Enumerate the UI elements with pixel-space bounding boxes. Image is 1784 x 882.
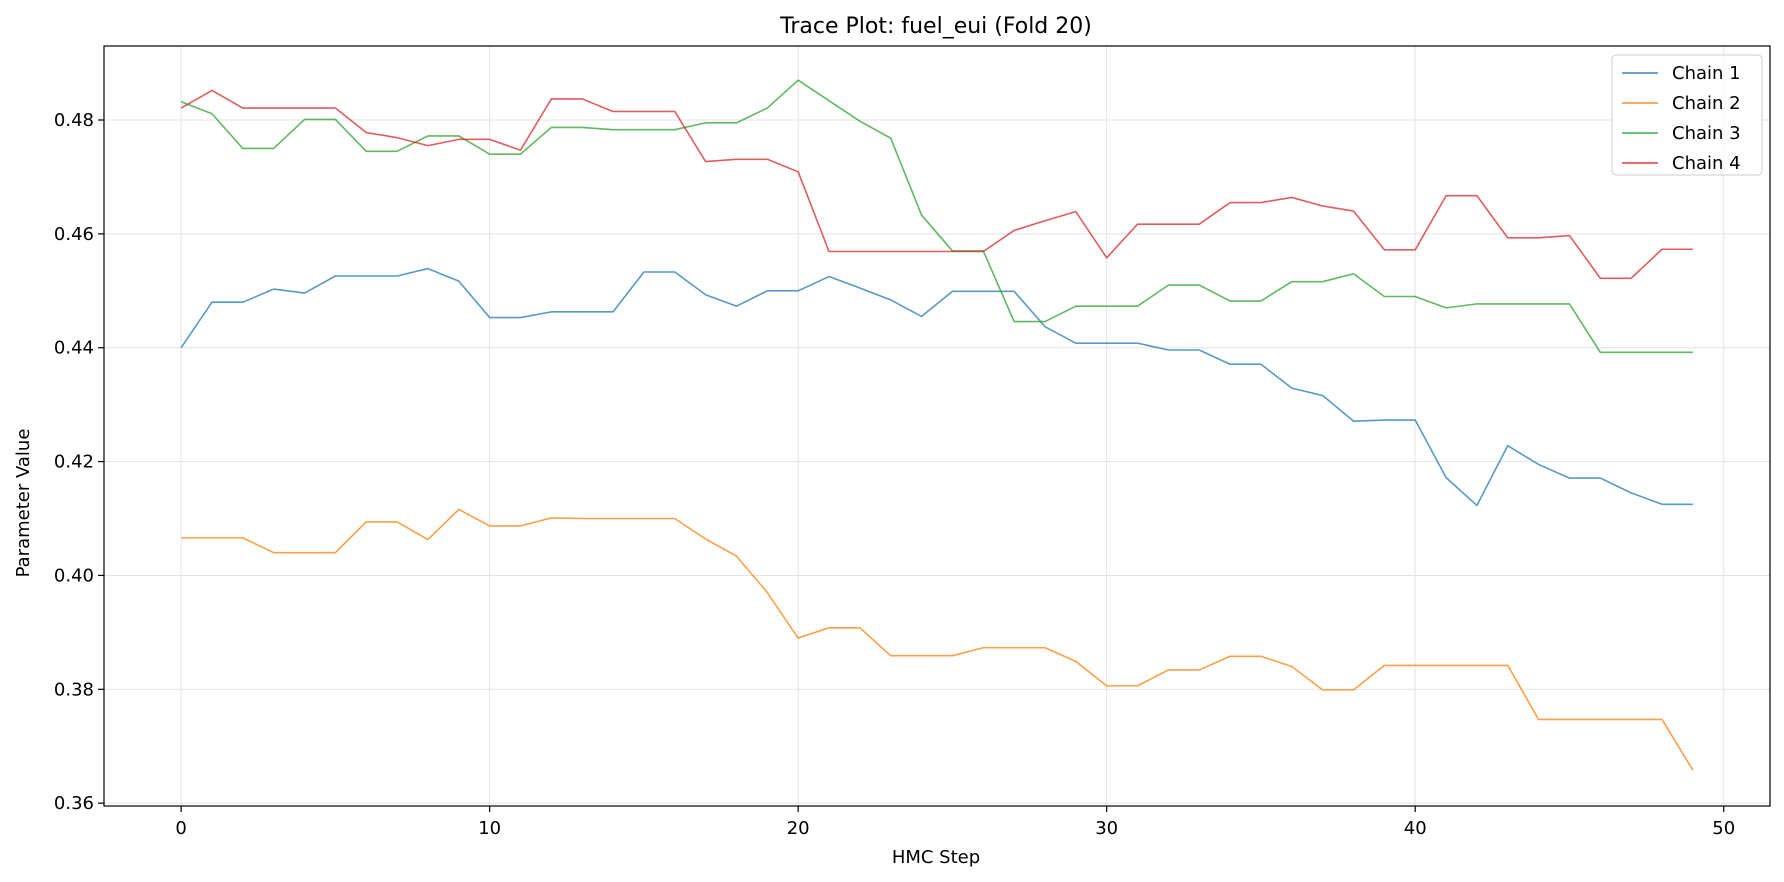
x-tick-label: 30 (1095, 818, 1118, 839)
legend: Chain 1 Chain 2 Chain 3 Chain 4 (1611, 54, 1763, 176)
y-tick-label: 0.42 (54, 452, 94, 473)
legend-item: Chain 4 (1622, 153, 1741, 174)
x-axis-ticks: 0 10 20 30 40 50 (175, 806, 1735, 839)
y-tick-label: 0.36 (54, 793, 94, 814)
y-axis-ticks: 0.36 0.38 0.40 0.42 0.44 0.46 0.48 (54, 110, 104, 814)
series-line (180, 79, 1693, 354)
legend-label: Chain 3 (1672, 123, 1741, 144)
x-tick-label: 20 (787, 818, 810, 839)
series-chain-4 (180, 89, 1693, 280)
series-lines (180, 79, 1694, 771)
x-tick-label: 10 (478, 818, 501, 839)
legend-item: Chain 3 (1622, 123, 1741, 144)
legend-item: Chain 1 (1622, 63, 1741, 84)
legend-box (1611, 54, 1763, 176)
y-axis-label: Parameter Value (13, 429, 34, 578)
x-tick-label: 40 (1404, 818, 1427, 839)
y-tick-label: 0.46 (54, 224, 94, 245)
legend-label: Chain 1 (1672, 63, 1741, 84)
y-tick-label: 0.38 (54, 679, 94, 700)
chart-title: Trace Plot: fuel_eui (Fold 20) (779, 14, 1092, 39)
series-chain-3 (180, 79, 1693, 354)
plot-frame (103, 45, 1771, 807)
legend-label: Chain 4 (1672, 153, 1741, 174)
legend-label: Chain 2 (1672, 93, 1741, 114)
y-tick-label: 0.40 (54, 565, 94, 586)
y-tick-label: 0.44 (54, 338, 94, 359)
legend-item: Chain 2 (1622, 93, 1741, 114)
y-tick-label: 0.48 (54, 110, 94, 131)
series-line (181, 508, 1694, 771)
x-tick-label: 50 (1712, 818, 1735, 839)
series-chain-1 (180, 267, 1693, 507)
x-tick-label: 0 (175, 818, 186, 839)
x-axis-label: HMC Step (892, 847, 980, 868)
series-chain-2 (181, 508, 1694, 771)
series-line (180, 89, 1693, 280)
series-line (180, 267, 1693, 507)
